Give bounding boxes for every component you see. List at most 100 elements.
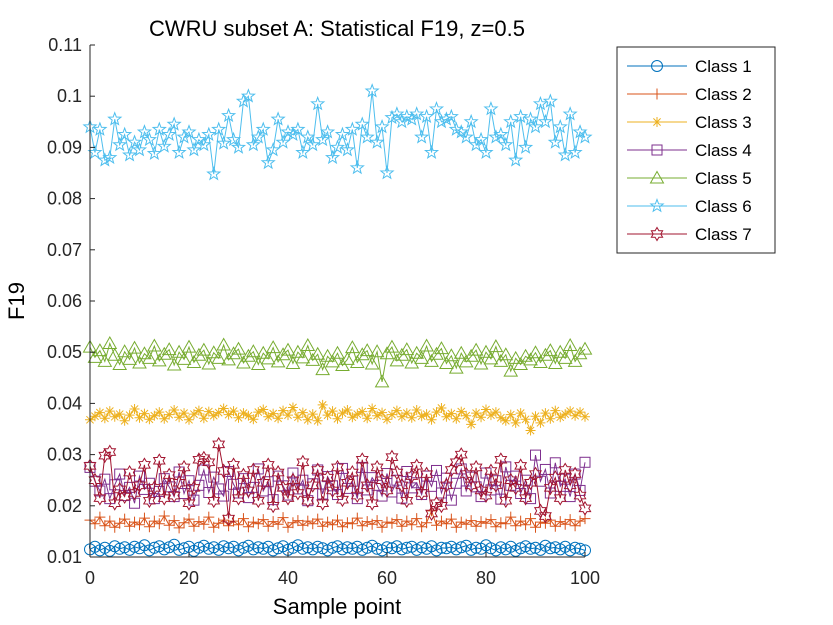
data-point — [143, 521, 155, 533]
data-point — [577, 129, 593, 144]
x-tick-label: 60 — [377, 568, 397, 588]
data-point — [549, 520, 561, 532]
data-point — [92, 121, 108, 136]
data-point — [478, 144, 494, 159]
data-point — [369, 134, 385, 149]
data-point — [188, 409, 199, 420]
data-point — [376, 521, 388, 533]
y-tick-label: 0.02 — [47, 496, 82, 516]
data-point — [438, 111, 454, 126]
data-point — [372, 410, 383, 421]
data-point — [225, 131, 242, 147]
data-point — [245, 344, 261, 358]
legend: Class 1 Class 2 Class 3 Class 4 Class 5 Class… — [616, 46, 776, 254]
data-point — [89, 518, 101, 530]
data-point — [322, 410, 333, 421]
data-point — [391, 474, 403, 486]
data-point — [547, 134, 563, 149]
data-point — [421, 409, 432, 420]
data-point — [503, 363, 519, 377]
data-point — [557, 350, 573, 364]
data-point — [137, 457, 151, 473]
data-point — [539, 463, 551, 475]
data-point — [326, 541, 339, 554]
data-point — [395, 477, 409, 493]
data-point — [434, 498, 448, 514]
data-point — [514, 458, 528, 474]
data-point — [476, 412, 487, 423]
data-point — [187, 480, 201, 496]
data-point — [411, 405, 422, 416]
data-point — [326, 482, 340, 498]
data-point — [292, 412, 303, 423]
data-point — [206, 166, 222, 181]
legend-item: Class 3 — [627, 113, 752, 132]
data-point — [364, 83, 380, 98]
data-point — [382, 414, 392, 425]
data-point — [171, 144, 187, 159]
x-tick-label: 80 — [476, 568, 496, 588]
data-point — [161, 342, 177, 356]
data-point — [339, 142, 355, 157]
data-point — [320, 348, 335, 362]
data-point — [103, 444, 117, 460]
y-tick-label: 0.09 — [47, 137, 82, 157]
data-point — [565, 406, 576, 417]
data-point — [445, 513, 457, 525]
data-point — [498, 347, 514, 361]
data-point — [340, 475, 354, 491]
y-tick-label: 0.01 — [47, 547, 82, 567]
data-point — [538, 347, 553, 361]
data-point — [390, 465, 404, 481]
data-point — [233, 519, 244, 531]
data-point — [242, 521, 254, 533]
y-tick-label: 0.05 — [47, 342, 82, 362]
data-point — [131, 142, 148, 157]
data-point — [479, 488, 493, 504]
data-point — [233, 412, 244, 423]
data-point — [332, 514, 343, 526]
data-point — [494, 541, 507, 554]
data-point — [292, 515, 304, 527]
data-point — [315, 362, 331, 376]
data-point — [164, 409, 175, 420]
data-point — [134, 412, 145, 423]
data-point — [203, 511, 215, 523]
data-point — [540, 408, 551, 419]
data-point — [341, 541, 354, 554]
data-point — [124, 410, 135, 421]
data-point — [527, 118, 544, 134]
data-point — [247, 543, 260, 556]
data-point — [426, 414, 437, 425]
data-point — [500, 415, 511, 426]
data-point — [321, 470, 335, 486]
data-point — [152, 453, 166, 469]
y-tick-label: 0.03 — [47, 445, 82, 465]
data-point — [252, 541, 265, 554]
data-point — [223, 409, 234, 420]
data-point — [142, 350, 157, 364]
data-point — [409, 106, 425, 121]
data-point — [557, 147, 573, 162]
data-point — [297, 407, 308, 418]
data-point — [112, 136, 128, 152]
data-point — [520, 414, 531, 425]
data-point — [127, 340, 142, 354]
data-point — [208, 410, 219, 421]
data-point — [522, 111, 539, 126]
data-point — [246, 462, 260, 478]
data-point — [525, 493, 537, 505]
data-point — [240, 88, 256, 103]
data-point — [243, 410, 254, 421]
data-point — [535, 417, 546, 428]
data-point — [362, 413, 373, 424]
data-point — [248, 414, 259, 425]
data-point — [364, 356, 380, 370]
data-point — [117, 344, 133, 358]
data-point — [320, 124, 336, 139]
data-point — [384, 109, 400, 125]
data-point — [161, 126, 177, 142]
data-point — [578, 500, 592, 516]
data-point — [141, 131, 157, 147]
data-point — [133, 477, 146, 493]
